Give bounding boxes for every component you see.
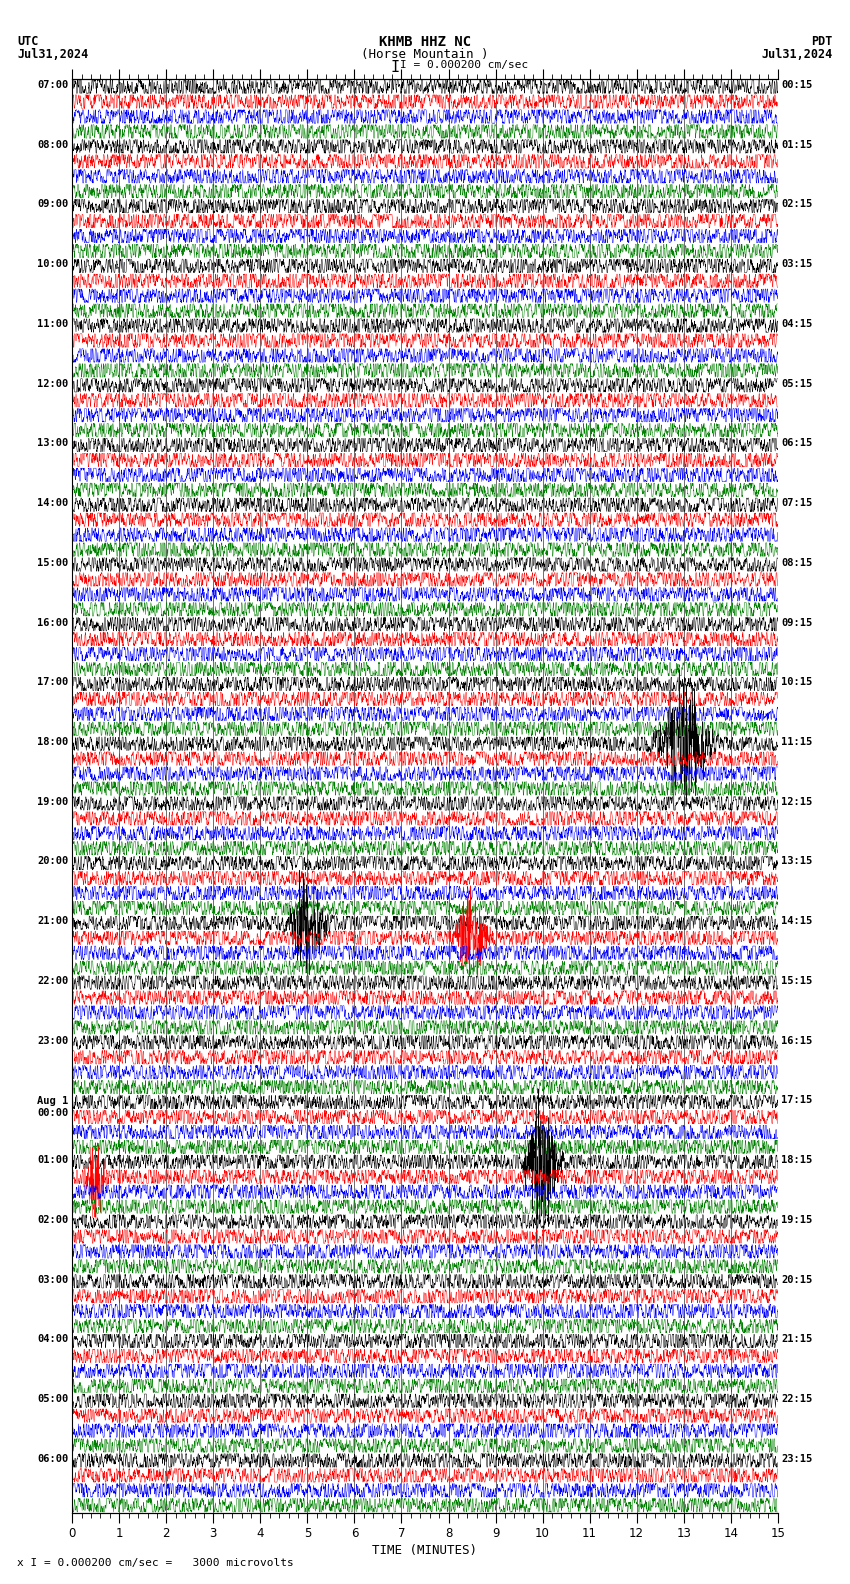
Text: 22:00: 22:00 bbox=[37, 976, 69, 985]
Text: 00:15: 00:15 bbox=[781, 79, 813, 90]
Text: 11:15: 11:15 bbox=[781, 737, 813, 748]
Text: 01:00: 01:00 bbox=[37, 1155, 69, 1166]
Text: 00:00: 00:00 bbox=[37, 1109, 69, 1118]
Text: UTC: UTC bbox=[17, 35, 38, 48]
Text: Jul31,2024: Jul31,2024 bbox=[762, 48, 833, 60]
Text: 17:00: 17:00 bbox=[37, 678, 69, 687]
Text: 15:00: 15:00 bbox=[37, 558, 69, 567]
Text: 02:00: 02:00 bbox=[37, 1215, 69, 1224]
Text: 05:00: 05:00 bbox=[37, 1394, 69, 1403]
Text: 06:15: 06:15 bbox=[781, 439, 813, 448]
Text: 06:00: 06:00 bbox=[37, 1454, 69, 1464]
Text: 04:15: 04:15 bbox=[781, 318, 813, 329]
Text: 22:15: 22:15 bbox=[781, 1394, 813, 1403]
Text: 15:15: 15:15 bbox=[781, 976, 813, 985]
Text: 10:15: 10:15 bbox=[781, 678, 813, 687]
Text: 16:15: 16:15 bbox=[781, 1036, 813, 1045]
X-axis label: TIME (MINUTES): TIME (MINUTES) bbox=[372, 1544, 478, 1557]
Text: x I = 0.000200 cm/sec =   3000 microvolts: x I = 0.000200 cm/sec = 3000 microvolts bbox=[17, 1559, 294, 1568]
Text: I = 0.000200 cm/sec: I = 0.000200 cm/sec bbox=[400, 60, 528, 70]
Text: (Horse Mountain ): (Horse Mountain ) bbox=[361, 48, 489, 60]
Text: 13:00: 13:00 bbox=[37, 439, 69, 448]
Text: Aug 1: Aug 1 bbox=[37, 1096, 69, 1106]
Text: 07:15: 07:15 bbox=[781, 497, 813, 508]
Text: 23:15: 23:15 bbox=[781, 1454, 813, 1464]
Text: 12:15: 12:15 bbox=[781, 797, 813, 806]
Text: 07:00: 07:00 bbox=[37, 79, 69, 90]
Text: 03:15: 03:15 bbox=[781, 260, 813, 269]
Text: 04:00: 04:00 bbox=[37, 1334, 69, 1345]
Text: 13:15: 13:15 bbox=[781, 857, 813, 866]
Text: 21:15: 21:15 bbox=[781, 1334, 813, 1345]
Text: 16:00: 16:00 bbox=[37, 618, 69, 627]
Text: 12:00: 12:00 bbox=[37, 379, 69, 388]
Text: 08:15: 08:15 bbox=[781, 558, 813, 567]
Text: 11:00: 11:00 bbox=[37, 318, 69, 329]
Text: 20:00: 20:00 bbox=[37, 857, 69, 866]
Text: 19:15: 19:15 bbox=[781, 1215, 813, 1224]
Text: I: I bbox=[391, 60, 399, 74]
Text: 01:15: 01:15 bbox=[781, 139, 813, 149]
Text: 02:15: 02:15 bbox=[781, 200, 813, 209]
Text: 14:15: 14:15 bbox=[781, 916, 813, 927]
Text: 19:00: 19:00 bbox=[37, 797, 69, 806]
Text: 20:15: 20:15 bbox=[781, 1275, 813, 1285]
Text: 14:00: 14:00 bbox=[37, 497, 69, 508]
Text: 09:15: 09:15 bbox=[781, 618, 813, 627]
Text: 08:00: 08:00 bbox=[37, 139, 69, 149]
Text: 05:15: 05:15 bbox=[781, 379, 813, 388]
Text: 09:00: 09:00 bbox=[37, 200, 69, 209]
Text: 18:15: 18:15 bbox=[781, 1155, 813, 1166]
Text: 03:00: 03:00 bbox=[37, 1275, 69, 1285]
Text: PDT: PDT bbox=[812, 35, 833, 48]
Text: 18:00: 18:00 bbox=[37, 737, 69, 748]
Text: 17:15: 17:15 bbox=[781, 1096, 813, 1106]
Text: 10:00: 10:00 bbox=[37, 260, 69, 269]
Text: 23:00: 23:00 bbox=[37, 1036, 69, 1045]
Text: KHMB HHZ NC: KHMB HHZ NC bbox=[379, 35, 471, 49]
Text: Jul31,2024: Jul31,2024 bbox=[17, 48, 88, 60]
Text: 21:00: 21:00 bbox=[37, 916, 69, 927]
